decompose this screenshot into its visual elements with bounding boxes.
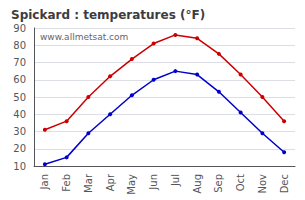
svg-text:20: 20 [13,143,26,154]
svg-text:Feb: Feb [61,174,72,192]
svg-text:10: 10 [13,161,26,172]
svg-text:30: 30 [13,126,26,137]
svg-text:Aug: Aug [192,174,203,194]
svg-text:Jun: Jun [148,174,159,191]
svg-text:60: 60 [13,74,26,85]
svg-text:Dec: Dec [279,174,290,193]
svg-text:40: 40 [13,109,26,120]
svg-text:Sep: Sep [213,174,224,193]
svg-text:80: 80 [13,40,26,51]
svg-text:Apr: Apr [105,173,116,191]
svg-text:Oct: Oct [235,174,246,191]
svg-text:90: 90 [13,23,26,34]
svg-text:70: 70 [13,57,26,68]
svg-text:Spickard : temperatures (°F): Spickard : temperatures (°F) [11,8,205,22]
svg-text:www.allmetsat.com: www.allmetsat.com [40,32,128,42]
svg-text:Mar: Mar [83,173,94,193]
svg-text:Jan: Jan [39,174,50,190]
svg-text:Jul: Jul [170,174,181,187]
svg-text:50: 50 [13,92,26,103]
svg-text:Nov: Nov [257,174,268,194]
svg-text:May: May [126,174,137,195]
